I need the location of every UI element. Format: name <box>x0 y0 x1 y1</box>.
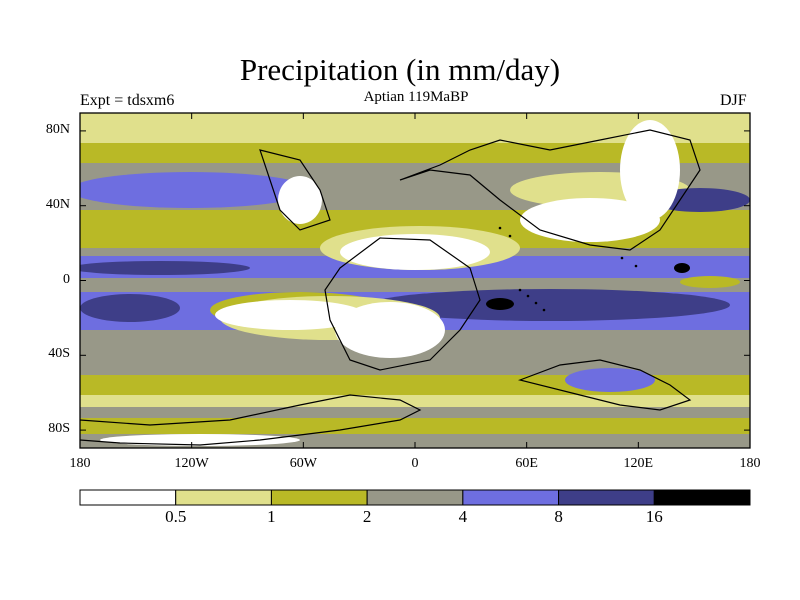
lon-label: 120W <box>174 456 209 471</box>
lon-label: 60E <box>515 456 538 471</box>
lon-label: 60W <box>289 456 317 471</box>
colorbar-label: 4 <box>458 507 468 526</box>
colorbar-label: 2 <box>362 507 372 526</box>
island-dots <box>498 226 638 312</box>
colorbar-label: 0.5 <box>165 507 187 526</box>
season-label: DJF <box>720 92 747 109</box>
lat-label: 0 <box>63 271 70 287</box>
colorbar-label: 1 <box>267 507 276 526</box>
map-title: Precipitation (in mm/day) <box>239 52 561 87</box>
lon-label: 180 <box>739 456 761 471</box>
colorbar-swatch <box>79 489 177 506</box>
colorbar <box>79 489 751 506</box>
colorbar-label: 16 <box>645 507 663 526</box>
lon-label: 120E <box>623 456 654 471</box>
colorbar-swatch <box>653 489 751 506</box>
colorbar-swatch <box>558 489 655 506</box>
experiment-label: Expt = tdsxm6 <box>80 92 175 109</box>
precip-field <box>80 113 750 448</box>
colorbar-label: 8 <box>554 507 563 526</box>
colorbar-swatch <box>175 489 272 506</box>
axis-ticks <box>79 113 751 448</box>
map-subtitle: Aptian 119MaBP <box>363 89 469 105</box>
colorbar-swatch <box>366 489 464 506</box>
lat-label: 80N <box>45 121 70 137</box>
colorbar-swatch <box>462 489 560 506</box>
lat-label: 40S <box>48 346 70 362</box>
lat-label: 40N <box>45 196 70 212</box>
lon-label: 0 <box>411 456 419 471</box>
colorbar-swatch <box>270 489 368 506</box>
lat-label: 80S <box>48 421 70 437</box>
lon-label: 180 <box>69 456 91 471</box>
